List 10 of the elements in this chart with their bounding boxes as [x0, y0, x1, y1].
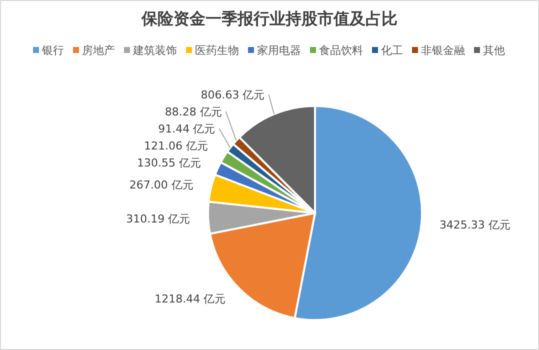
legend-label: 其他 — [483, 44, 505, 57]
legend-label: 非银金融 — [421, 44, 465, 57]
legend-label: 建筑装饰 — [132, 44, 177, 57]
legend-label: 银行 — [41, 44, 64, 57]
legend-label: 医药生物 — [195, 44, 239, 57]
legend-label: 化工 — [381, 44, 403, 57]
legend-label: 家用电器 — [257, 44, 301, 57]
legend-label: 房地产 — [82, 44, 115, 57]
title: 保险资金一季报行业持股市值及占比 — [142, 9, 398, 28]
legend-label: 食品饮料 — [319, 44, 363, 57]
